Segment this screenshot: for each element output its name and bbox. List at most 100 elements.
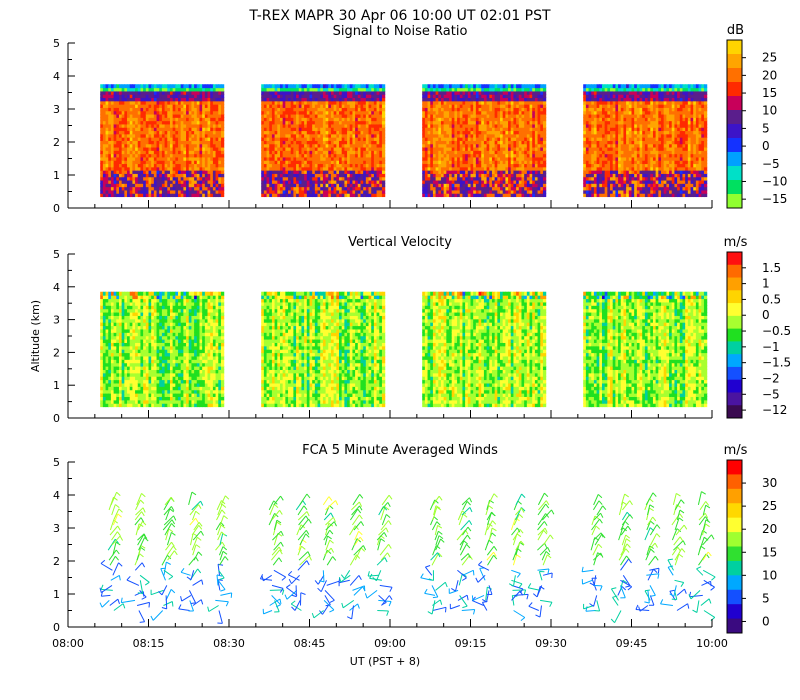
snr-cell [145,104,150,108]
snr-cell [110,186,115,191]
snr-cell [113,146,117,151]
snr-cell [137,87,142,92]
snr-cell [137,133,142,138]
snr-cell [127,127,131,132]
snr-cell [113,97,117,102]
snr-cell [172,156,176,161]
snr-cell [113,133,117,138]
snr-cell [169,189,174,194]
snr-cell [151,173,155,178]
snr-cell [194,146,198,151]
snr-cell [129,150,133,155]
snr-cell [118,133,123,138]
snr-cell [102,123,107,128]
snr-cell [116,137,120,141]
snr-cell [188,173,193,178]
snr-data-block [100,84,225,198]
snr-cell [151,123,155,128]
snr-cell [143,84,147,89]
snr-cell [118,163,123,168]
snr-cell [178,113,182,118]
snr-cell [191,123,195,128]
snr-cell [156,87,160,92]
snr-cell [143,107,147,112]
snr-cell [127,107,131,112]
snr-cell [102,107,107,112]
snr-cell [110,87,115,92]
snr-cell [137,104,142,108]
snr-cell [140,170,144,174]
snr-cell [191,183,195,188]
snr-cell [102,146,107,151]
snr-cell [175,140,179,145]
snr-cell [100,120,104,125]
snr-cell [164,193,168,198]
snr-cell [167,176,171,181]
snr-cell [121,133,125,138]
snr-cell [151,130,155,135]
snr-cell [113,170,117,174]
snr-cell [121,146,125,151]
snr-cell [132,173,136,178]
snr-cell [113,84,117,89]
snr-cell [188,186,193,191]
snr-cell [164,120,168,125]
snr-cell [186,140,190,145]
snr-cell [113,117,117,122]
snr-cell [116,90,120,95]
snr-cell [110,110,115,115]
snr-cell [167,94,171,99]
snr-cell [135,130,139,135]
snr-cell [121,113,125,118]
snr-cell [161,153,166,158]
snr-cell [116,110,120,115]
snr-cell [148,90,152,95]
snr-cell [135,186,139,191]
snr-cell [151,90,155,95]
snr-cell [159,107,163,112]
snr-cell [137,170,142,174]
snr-cell [172,193,176,198]
snr-cell [151,183,155,188]
snr-cell [145,186,150,191]
snr-cell [178,179,182,184]
snr-cell [164,170,168,174]
snr-cell [148,104,152,108]
snr-cell [137,193,142,198]
snr-cell [118,113,123,118]
snr-cell [118,156,123,161]
snr-cell [135,113,139,118]
snr-cell [108,140,112,145]
snr-cell [100,150,104,155]
snr-cell [143,127,147,132]
snr-cell [124,97,128,102]
snr-cell [169,176,174,181]
snr-cell [153,100,158,105]
snr-cell [169,113,174,118]
snr-cell [110,160,115,165]
snr-cell [159,143,163,148]
snr-cell [127,87,131,92]
snr-cell [156,123,160,128]
snr-cell [108,170,112,174]
snr-cell [137,173,142,178]
snr-cell [153,186,158,191]
snr-cell [164,100,168,105]
snr-cell [124,110,128,115]
snr-cell [167,87,171,92]
snr-cell [169,90,174,95]
snr-cell [135,97,139,102]
snr-cell [129,94,133,99]
snr-cell [145,146,150,151]
snr-cell [156,97,160,102]
snr-cell [159,87,163,92]
snr-cell [153,127,158,132]
snr-cell [110,170,115,174]
snr-cell [180,170,184,174]
snr-cell [127,97,131,102]
snr-cell [183,193,187,198]
snr-cell [169,84,174,89]
snr-cell [164,104,168,108]
snr-cell [135,146,139,151]
snr-cell [153,173,158,178]
